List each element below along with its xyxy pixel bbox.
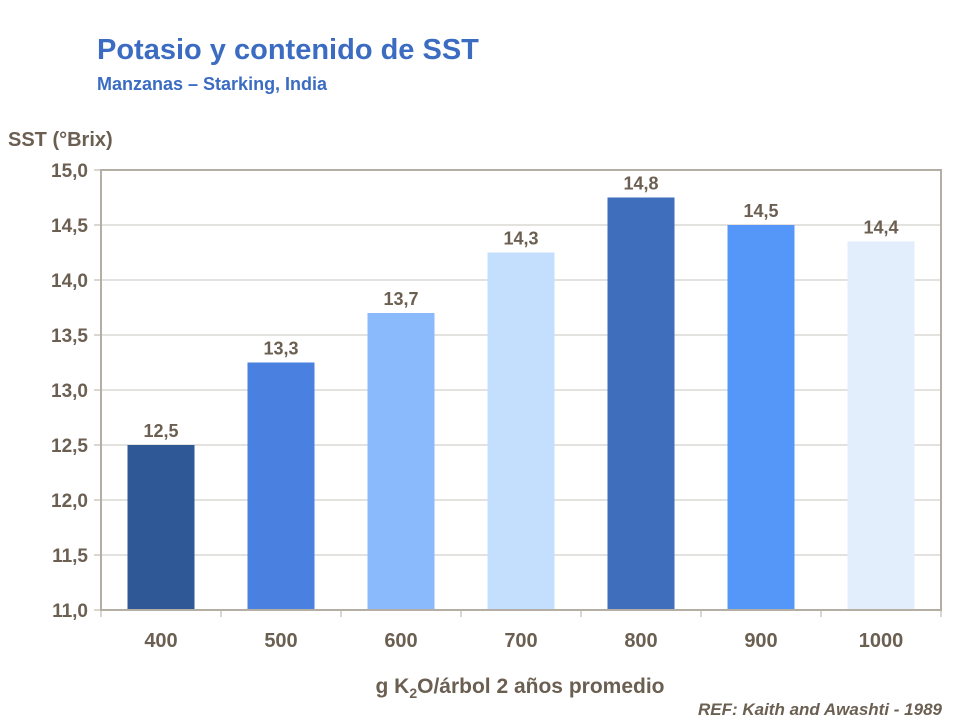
data-label: 14,4 [863,218,898,238]
data-label: 12,5 [143,421,178,441]
y-tick-label: 14,5 [51,216,88,237]
data-label: 14,8 [623,174,658,194]
bar-600 [367,313,435,610]
x-tick-label: 800 [624,630,657,652]
bar-900 [727,225,795,610]
bar-700 [487,252,555,610]
x-tick-label: 700 [504,630,537,652]
y-tick-label: 15,0 [51,161,88,182]
bar-800 [607,197,675,610]
y-axis-label: SST (°Brix) [8,129,113,151]
bar-1000 [847,241,915,610]
x-tick-label: 1000 [859,630,904,652]
reference-note: REF: Kaith and Awashti - 1989 [697,700,942,719]
x-tick-label: 500 [264,630,297,652]
data-label: 13,7 [383,289,418,309]
chart-subtitle: Manzanas – Starking, India [97,74,328,94]
bar-500 [247,362,315,610]
x-tick-label: 600 [384,630,417,652]
y-tick-label: 13,5 [51,326,88,347]
data-label: 13,3 [263,339,298,359]
x-label-subscript: 2 [409,685,417,701]
data-label: 14,5 [743,201,778,221]
data-label: 14,3 [503,229,538,249]
y-tick-label: 11,0 [52,601,88,622]
y-tick-label: 14,0 [51,271,88,292]
y-tick-label: 11,5 [52,546,88,567]
y-tick-label: 12,0 [51,491,88,512]
x-tick-label: 900 [744,630,777,652]
x-tick-label: 400 [144,630,177,652]
y-tick-label: 12,5 [51,436,88,457]
chart-title: Potasio y contenido de SST [97,34,479,66]
y-tick-label: 13,0 [51,381,88,402]
x-label-part: g K [375,675,409,698]
bar-400 [127,445,195,610]
x-label-part: O/árbol 2 años promedio [417,675,664,698]
x-axis-label: g K2O/árbol 2 años promedio [375,675,664,701]
